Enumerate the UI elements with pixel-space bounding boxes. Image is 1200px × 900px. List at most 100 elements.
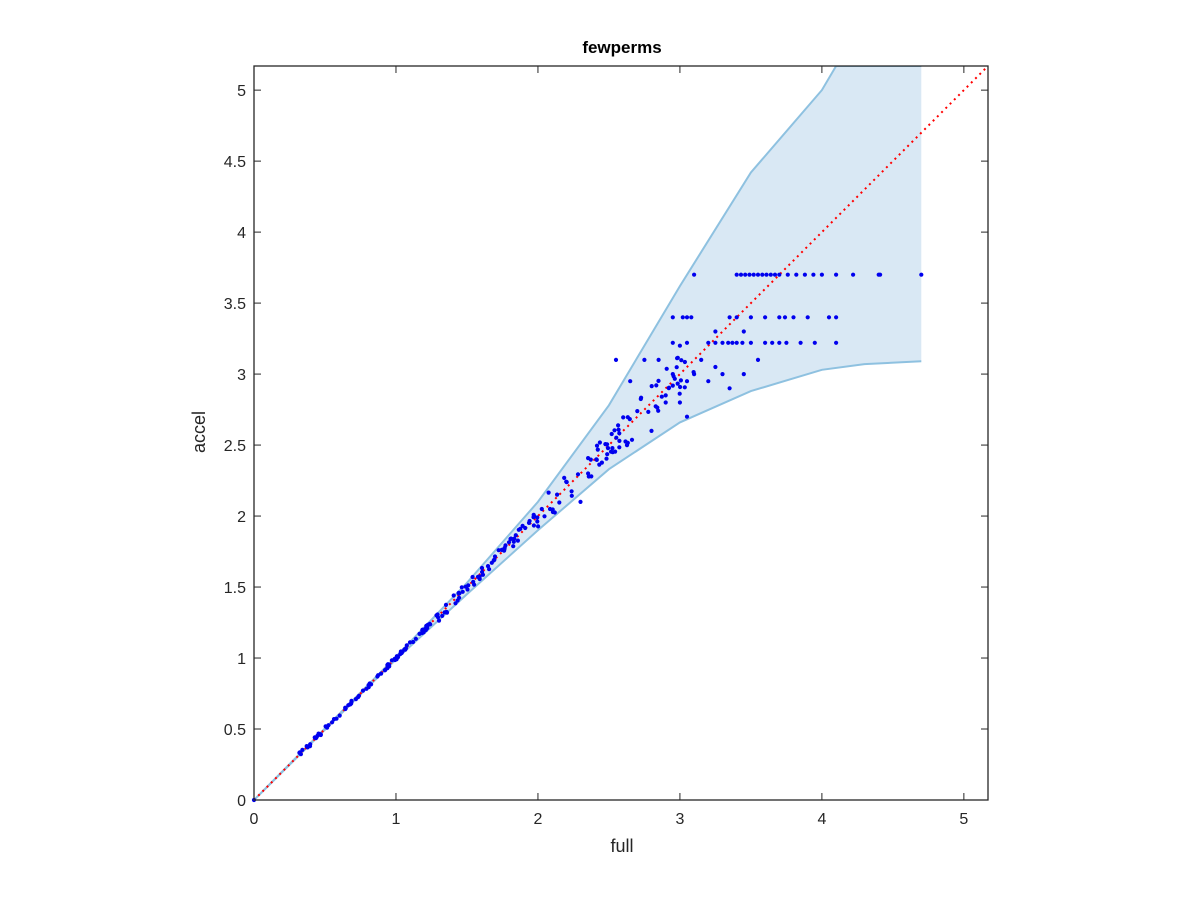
data-point [834,315,839,320]
data-point [597,440,603,445]
data-point [586,474,591,479]
data-point [755,272,761,277]
data-point [763,340,768,345]
y-tick-label: 3.5 [224,296,246,313]
data-point [663,400,668,405]
data-point [625,415,630,420]
x-tick-label: 1 [392,811,401,828]
data-point [337,713,342,718]
data-point [597,462,602,467]
data-point [489,560,494,565]
data-point [555,492,560,497]
y-tick-label: 1.5 [224,580,246,597]
reference-diagonal-line [254,66,988,800]
plot-area: 0 1 2 3 4 5 0 0.5 1 1.5 2 2.5 3 3.5 4 4.5 5 [224,65,989,828]
data-point [684,414,690,419]
data-point [639,395,644,400]
x-tick-label: 4 [817,811,826,828]
data-point [699,357,704,362]
data-point [670,340,675,345]
data-point [621,415,626,420]
data-point [782,315,788,320]
chart-title: fewperms [582,38,661,57]
data-point [713,329,718,334]
data-point [569,489,574,494]
data-point [734,340,739,345]
data-point [610,446,615,451]
data-point [557,500,562,505]
data-point [834,340,839,345]
data-point [755,357,761,362]
data-point [706,379,711,384]
y-tick-label: 0 [237,793,246,810]
y-tick-label: 3 [237,367,246,384]
data-point [614,435,619,440]
data-point [734,315,739,320]
data-point [679,358,684,363]
y-tick-label: 0.5 [224,722,246,739]
y-tick-label: 5 [237,83,246,100]
data-point [588,457,593,462]
data-point [649,384,654,389]
data-point [748,315,754,320]
data-point [659,394,664,399]
data-point [692,272,697,277]
data-point [398,651,403,657]
data-point [743,272,748,277]
data-point [826,315,832,320]
data-point [349,698,354,704]
data-point [605,446,611,451]
data-point [480,569,485,575]
data-point [304,744,309,749]
data-point [784,340,789,345]
data-point [515,538,521,543]
data-point [670,383,675,388]
data-point [569,493,574,498]
data-point [546,490,551,495]
confidence-band [254,66,922,800]
data-point [727,315,732,320]
data-point [919,272,924,277]
data-point [536,524,541,529]
data-point [734,272,739,277]
data-point [485,564,491,569]
data-point [616,423,621,428]
data-point [542,514,547,519]
data-point [459,585,464,590]
data-point [764,272,769,277]
data-point [654,383,659,388]
data-point [760,272,765,277]
data-point [663,393,668,398]
data-point [649,428,654,433]
x-tick-label: 3 [675,811,684,828]
data-point [535,519,540,524]
data-point [613,449,618,454]
data-point [656,357,661,362]
data-point [677,400,683,405]
data-point [360,688,366,693]
data-point [646,409,651,414]
data-point [492,554,498,559]
data-point [463,584,468,589]
data-point [656,378,661,383]
data-point [453,601,458,606]
data-point [608,449,614,454]
data-point [443,602,449,608]
data-point [834,272,839,277]
data-point [499,547,504,553]
data-point [613,357,619,362]
data-point [684,340,690,345]
x-tick-label: 0 [250,811,259,828]
data-point [747,272,752,277]
data-point [713,364,718,370]
data-point [770,340,775,345]
data-point [479,565,485,571]
data-point [738,272,744,277]
data-point [366,683,371,688]
data-point [768,272,773,277]
data-point [677,343,683,348]
data-point [772,272,778,277]
data-point [420,628,425,634]
band-lower-edge [254,360,922,800]
data-point [692,372,697,377]
